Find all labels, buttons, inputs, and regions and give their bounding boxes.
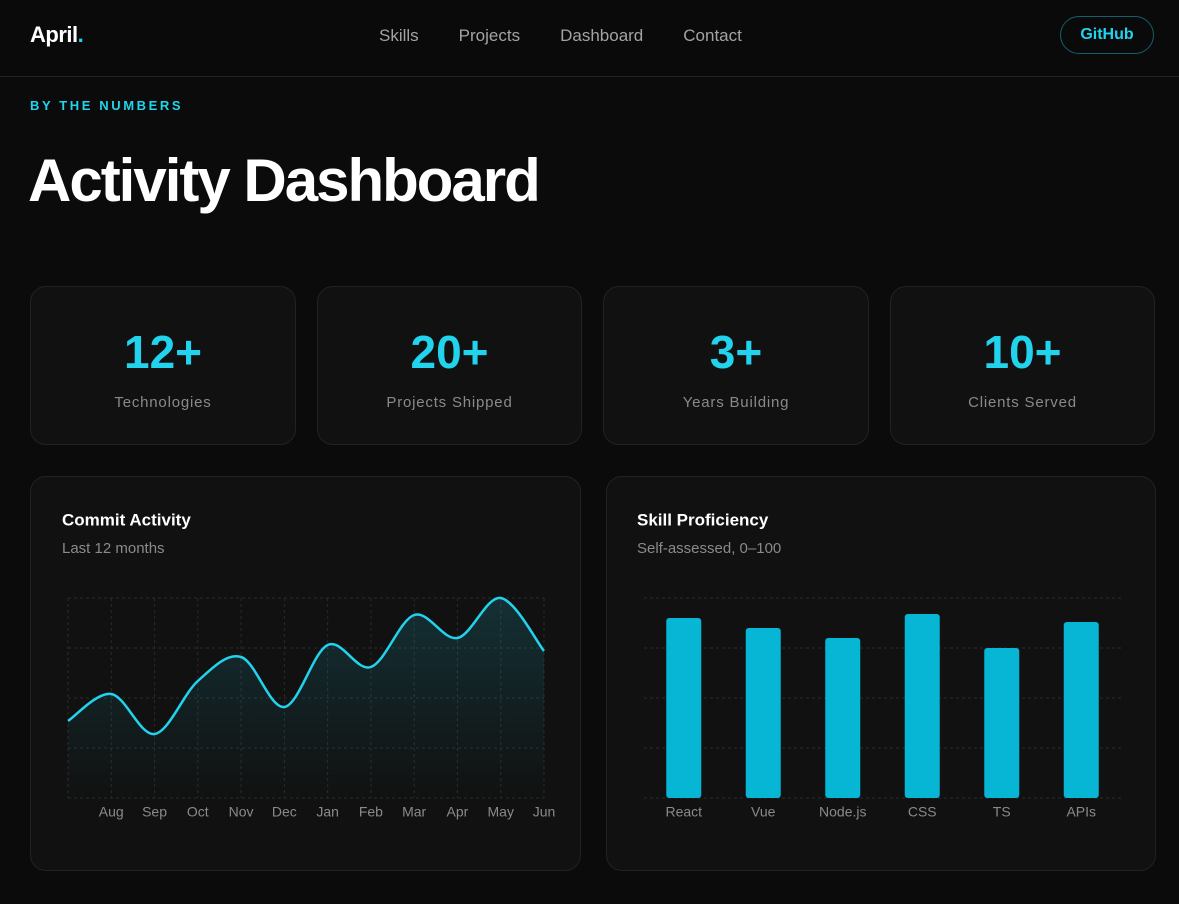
nav-link[interactable]: Dashboard xyxy=(560,26,644,45)
nav-link[interactable]: Projects xyxy=(458,26,521,45)
bar xyxy=(984,648,1020,798)
x-tick-label: Node.js xyxy=(819,804,866,820)
stat-label: Technologies xyxy=(114,394,212,411)
line xyxy=(67,596,545,736)
nav-link[interactable]: Skills xyxy=(379,26,419,45)
stat-card: 12+ Technologies xyxy=(30,286,296,445)
x-tick-label: Aug xyxy=(99,804,124,820)
x-tick-label: React xyxy=(665,804,702,820)
logo-dot: . xyxy=(77,22,84,47)
bar xyxy=(745,628,781,798)
stat-value: 20+ xyxy=(410,326,489,378)
chart-title: Skill Proficiency xyxy=(637,510,769,529)
bar xyxy=(825,638,861,798)
x-tick-label: Feb xyxy=(359,804,383,820)
logo-text: April xyxy=(30,22,78,47)
x-tick-label: May xyxy=(488,804,514,820)
stat-label: Projects Shipped xyxy=(386,394,513,411)
bar xyxy=(904,614,940,798)
x-tick-label: Mar xyxy=(402,804,426,820)
logo[interactable]: April. xyxy=(30,22,84,48)
nav-link[interactable]: Contact xyxy=(683,26,742,45)
nav-links: Skills Projects Dashboard Contact xyxy=(379,26,742,46)
bar xyxy=(666,618,702,798)
bar-chart: Skill Proficiency Self-assessed, 0–100 R… xyxy=(637,510,1121,820)
x-tick-label: TS xyxy=(993,804,1011,820)
x-tick-label: Apr xyxy=(447,804,469,820)
x-tick-label: Sep xyxy=(142,804,167,820)
bar xyxy=(1063,622,1099,798)
chart-subtitle: Last 12 months xyxy=(62,540,165,557)
x-tick-label: Vue xyxy=(751,804,776,820)
x-tick-label: APIs xyxy=(1066,804,1096,820)
stat-card: 10+ Clients Served xyxy=(890,286,1155,445)
x-tick-label: CSS xyxy=(908,804,937,820)
chart-card: Skill Proficiency Self-assessed, 0–100 R… xyxy=(606,476,1156,871)
stat-card: 3+ Years Building xyxy=(603,286,869,445)
stat-value: 10+ xyxy=(983,326,1062,378)
x-tick-label: Nov xyxy=(229,804,254,820)
stat-label: Clients Served xyxy=(968,394,1077,411)
navbar: April. Skills Projects Dashboard Contact… xyxy=(0,0,1179,77)
x-tick-label: Jun xyxy=(533,804,556,820)
area xyxy=(68,597,544,798)
stat-value: 3+ xyxy=(709,326,763,378)
chart-subtitle: Self-assessed, 0–100 xyxy=(637,540,781,557)
eyebrow: BY THE NUMBERS xyxy=(30,98,184,113)
x-tick-label: Oct xyxy=(187,804,209,820)
chart-title: Commit Activity xyxy=(62,510,191,529)
stat-label: Years Building xyxy=(682,394,790,411)
github-button[interactable]: GitHub xyxy=(1060,16,1154,54)
page-title: Activity Dashboard xyxy=(28,147,541,214)
x-tick-label: Dec xyxy=(272,804,297,820)
line-chart: Commit Activity Last 12 months Aug Sep Oct… xyxy=(62,510,556,820)
chart-card: Commit Activity Last 12 months Aug Sep Oct… xyxy=(30,476,581,871)
stat-card: 20+ Projects Shipped xyxy=(317,286,582,445)
stat-value: 12+ xyxy=(123,326,203,378)
x-tick-label: Jan xyxy=(316,804,339,820)
